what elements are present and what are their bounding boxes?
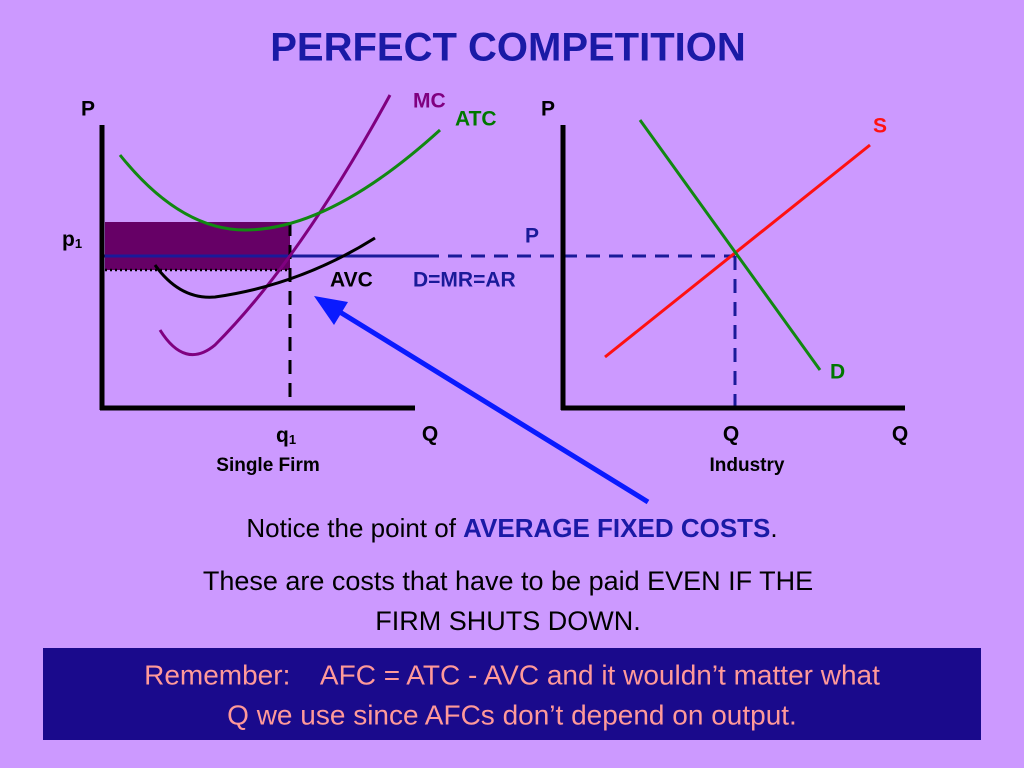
industry-y-axis-label: P bbox=[541, 98, 555, 121]
industry-caption: Industry bbox=[710, 455, 785, 476]
explanation-line: These are costs that have to be paid EVE… bbox=[203, 566, 813, 596]
arrow-head bbox=[314, 296, 348, 325]
firm-quantity-label: q1 bbox=[276, 424, 296, 448]
remember-line: Remember: AFC = ATC - AVC and it wouldn’… bbox=[144, 659, 880, 690]
industry-quantity-label: Q bbox=[723, 423, 739, 446]
industry-demand-label: D bbox=[830, 361, 845, 384]
supply-curve bbox=[604, 143, 871, 359]
quantity-text: q bbox=[276, 424, 289, 447]
demand-label: D=MR=AR bbox=[413, 269, 516, 292]
notice-before: Notice the point of bbox=[246, 513, 463, 543]
supply-label: S bbox=[873, 115, 887, 138]
price-subscript: 1 bbox=[75, 236, 82, 251]
notice-after: . bbox=[770, 513, 777, 543]
industry-x-axis-label: Q bbox=[892, 423, 908, 446]
industry-price-label: P bbox=[525, 225, 539, 248]
firm-x-axis-label: Q bbox=[422, 423, 438, 446]
mc-label: MC bbox=[413, 90, 446, 113]
industry-demand-curve bbox=[638, 119, 822, 371]
arrow-shaft bbox=[333, 306, 650, 505]
firm-y-axis-label: P bbox=[81, 98, 95, 121]
avc-curve bbox=[153, 236, 376, 299]
explanation-line: FIRM SHUTS DOWN. bbox=[375, 606, 640, 636]
notice-highlight: AVERAGE FIXED COSTS bbox=[463, 513, 770, 543]
remember-line: Q we use since AFCs don’t depend on outp… bbox=[227, 699, 797, 730]
avc-label: AVC bbox=[330, 269, 373, 292]
mc-curve bbox=[158, 94, 392, 356]
remember-box bbox=[43, 648, 981, 740]
firm-caption: Single Firm bbox=[216, 455, 319, 476]
price-text: p bbox=[62, 228, 75, 251]
atc-label: ATC bbox=[455, 108, 497, 131]
firm-price-label: p1 bbox=[62, 228, 82, 252]
atc-curve bbox=[118, 128, 442, 232]
title: PERFECT COMPETITION bbox=[270, 26, 746, 70]
notice-text: Notice the point of AVERAGE FIXED COSTS. bbox=[246, 513, 777, 543]
quantity-subscript: 1 bbox=[289, 432, 296, 447]
